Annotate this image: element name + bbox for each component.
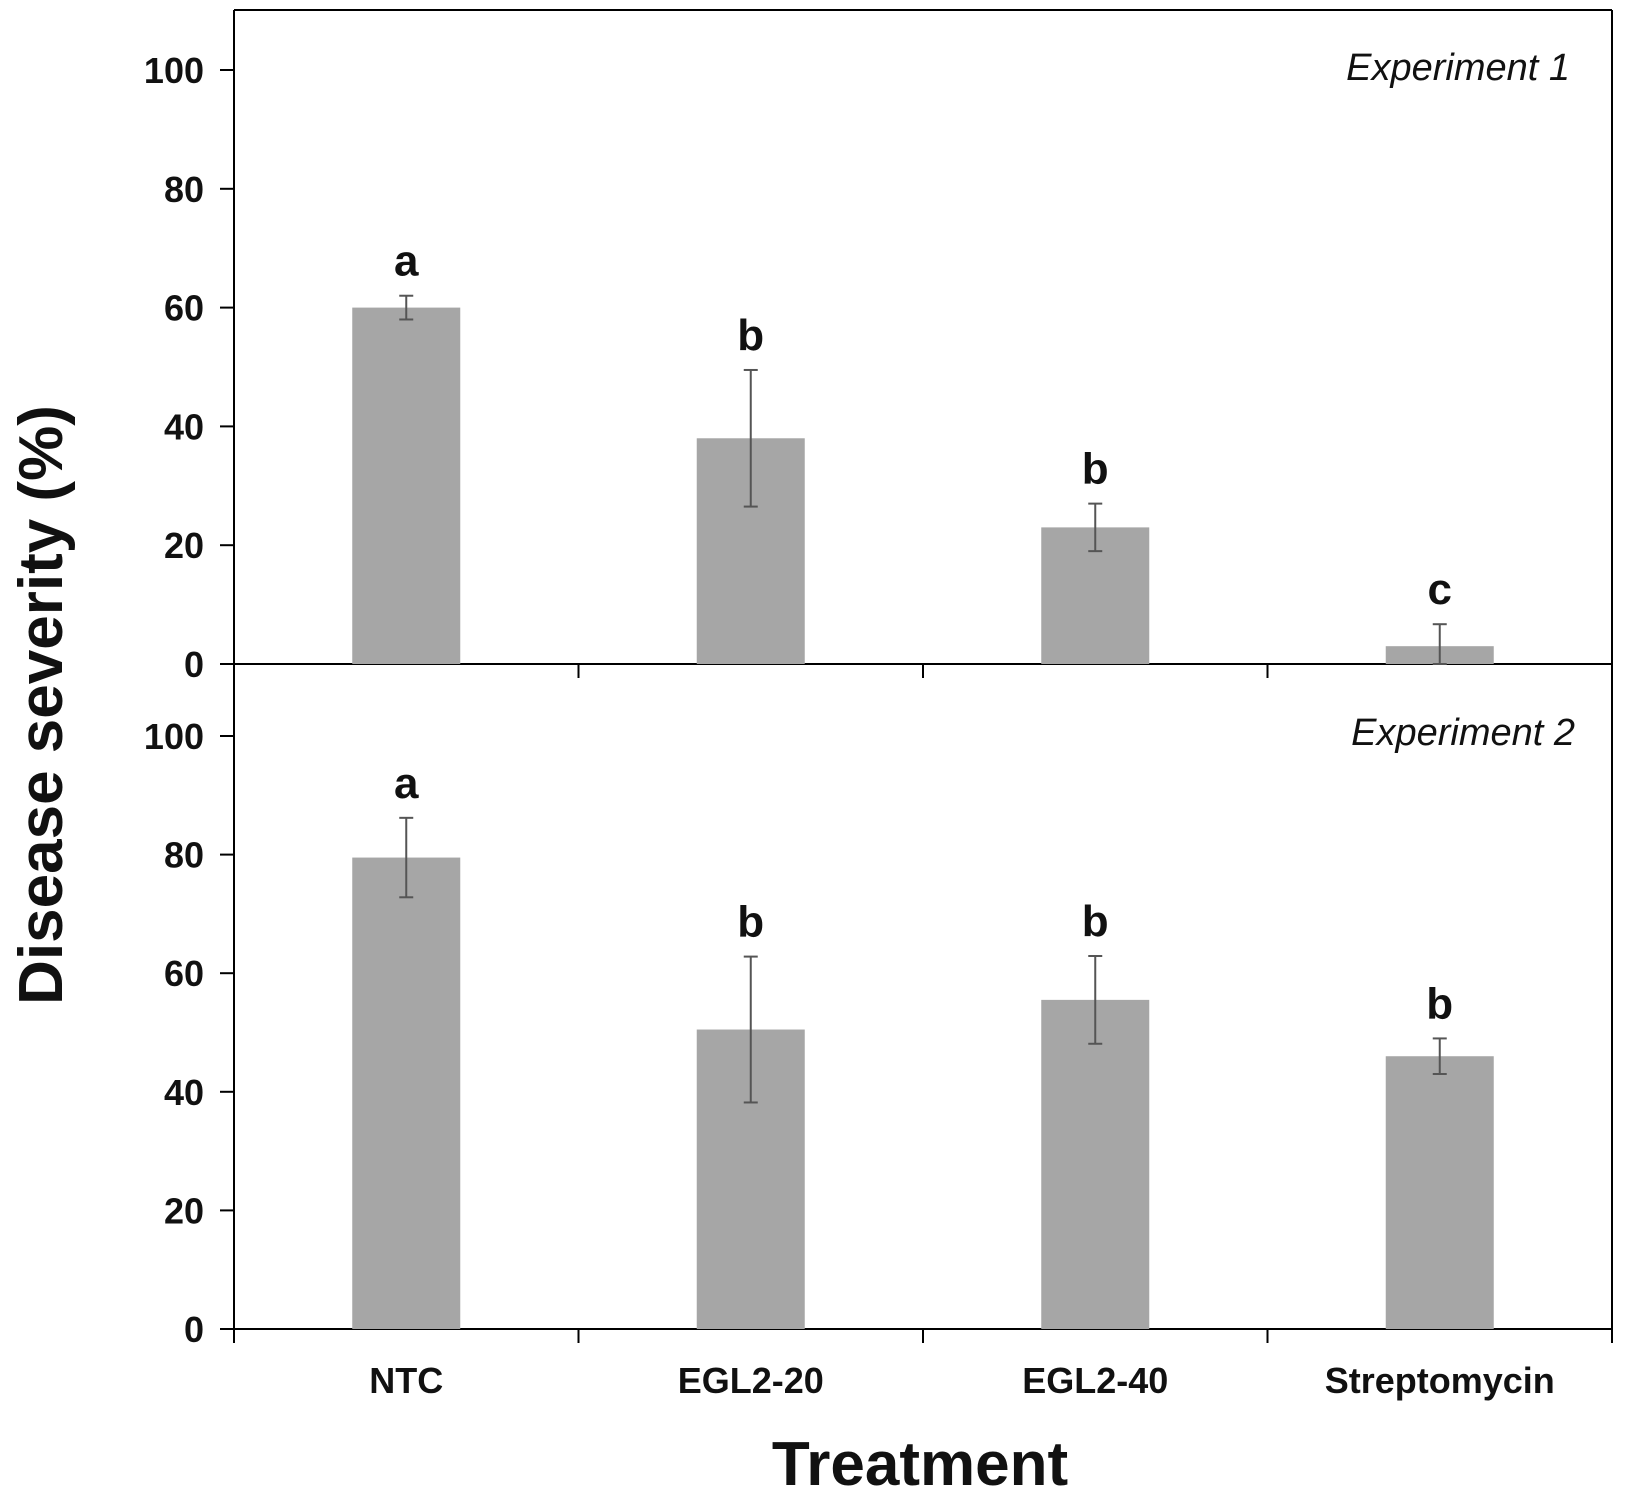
y-tick-label-panel-1: 0 bbox=[184, 644, 204, 685]
bars-layer bbox=[352, 294, 1494, 1329]
y-tick-label-panel-1: 80 bbox=[164, 169, 204, 210]
significance-letter-panel-2: a bbox=[394, 759, 419, 808]
y-tick-label-panel-2: 60 bbox=[164, 953, 204, 994]
bar-panel-2-ntc bbox=[352, 857, 461, 1329]
x-category-label-streptomycin: Streptomycin bbox=[1325, 1360, 1555, 1401]
bar-panel-2-egl2-40 bbox=[1041, 999, 1150, 1329]
y-tick-label-panel-1: 60 bbox=[164, 288, 204, 329]
significance-letter-panel-2: b bbox=[737, 898, 764, 947]
labels-layer: 0 20 40 60 80 100 a b b c 0 20 40 60 80 100 a b b b NTC EGL2-… bbox=[144, 50, 1555, 1401]
significance-letter-panel-2: b bbox=[1426, 979, 1453, 1028]
y-tick-label-panel-2: 40 bbox=[164, 1072, 204, 1113]
y-tick-label-panel-1: 20 bbox=[164, 525, 204, 566]
bar-panel-1-ntc bbox=[352, 307, 461, 664]
x-axis-title: Treatment bbox=[772, 1430, 1068, 1494]
bar-panel-2-streptomycin bbox=[1385, 1056, 1494, 1329]
y-tick-label-panel-1: 100 bbox=[144, 50, 204, 91]
y-tick-label-panel-2: 0 bbox=[184, 1309, 204, 1350]
significance-letter-panel-1: b bbox=[1082, 445, 1109, 494]
x-category-label-ntc: NTC bbox=[369, 1360, 443, 1401]
panel-title-experiment-2: Experiment 2 bbox=[1351, 712, 1575, 754]
y-tick-label-panel-1: 40 bbox=[164, 406, 204, 447]
axes-layer bbox=[220, 9, 1613, 1343]
panel-title-experiment-1: Experiment 1 bbox=[1346, 47, 1570, 89]
significance-letter-panel-1: c bbox=[1428, 565, 1452, 614]
significance-letter-panel-2: b bbox=[1082, 897, 1109, 946]
significance-letter-panel-1: a bbox=[394, 237, 419, 286]
x-category-label-egl2-40: EGL2-40 bbox=[1022, 1360, 1168, 1401]
y-axis-title: Disease severity (%) bbox=[7, 405, 76, 1005]
x-category-label-egl2-20: EGL2-20 bbox=[678, 1360, 824, 1401]
significance-letter-panel-1: b bbox=[737, 311, 764, 360]
y-tick-label-panel-2: 20 bbox=[164, 1190, 204, 1231]
y-tick-label-panel-2: 100 bbox=[144, 716, 204, 757]
y-tick-label-panel-2: 80 bbox=[164, 835, 204, 876]
